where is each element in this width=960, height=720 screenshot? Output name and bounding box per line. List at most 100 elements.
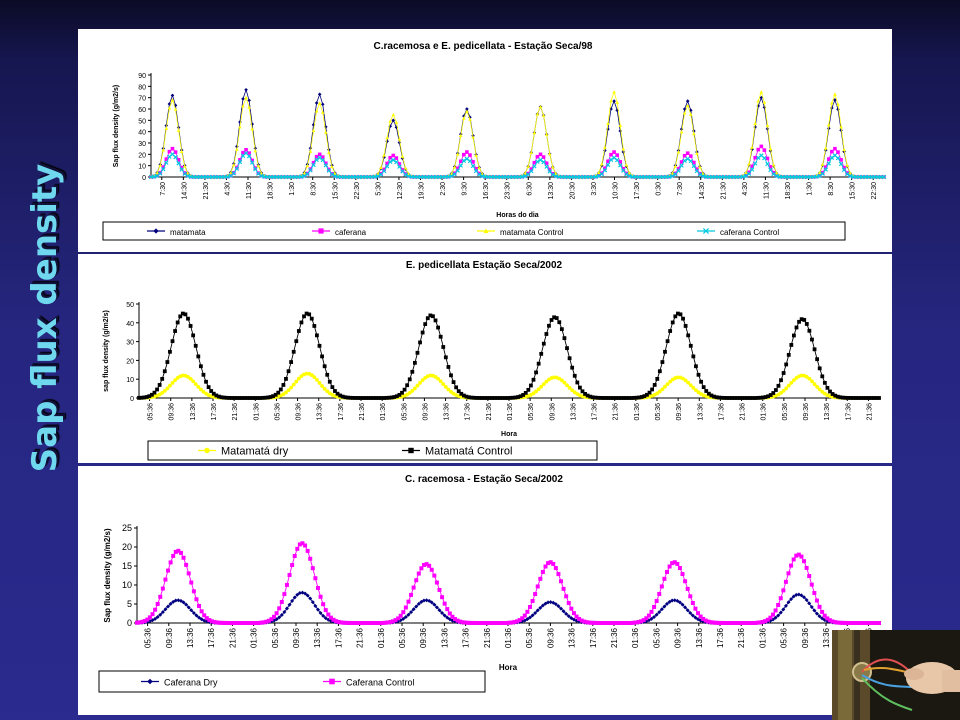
c2-data-point (317, 343, 322, 348)
c1-series-2 (149, 90, 886, 179)
c3-x-tick-label: 09:36 (546, 627, 555, 648)
c2-data-point (162, 388, 167, 393)
c2-data-point (312, 375, 317, 380)
c3-data-point (652, 604, 657, 609)
c2-data-point (206, 385, 211, 390)
c1-data-point (256, 164, 261, 168)
c1-data-point (241, 150, 245, 155)
c1-data-point (391, 157, 396, 163)
c1-data-point (694, 168, 700, 174)
c3-data-point (272, 614, 277, 619)
c3-data-point (434, 605, 439, 610)
c3-data-point (533, 611, 538, 616)
c1-x-tick-label: 12:30 (397, 182, 404, 200)
c2-data-point (781, 388, 786, 393)
c2-data-point (807, 376, 812, 381)
c3-data-point (675, 598, 680, 603)
c1-data-point (603, 145, 607, 149)
c3-data-point (530, 598, 535, 603)
c2-data-point (317, 381, 322, 385)
c2-data-point (817, 366, 822, 371)
c2-data-point (449, 373, 453, 378)
c2-data-point (309, 373, 314, 377)
c3-data-point (155, 601, 160, 606)
c2-data-point (418, 340, 422, 345)
c3-data-point (670, 598, 675, 603)
c1-data-point (627, 171, 632, 175)
c1-data-point (324, 130, 328, 134)
c2-data-point (315, 333, 319, 338)
c1-data-point (596, 173, 601, 179)
c2-x-tick-label: 17:36 (845, 403, 852, 421)
c2-data-point (168, 383, 172, 388)
c1-data-point (842, 147, 846, 152)
c2-data-point (541, 382, 546, 387)
c2-data-point (694, 388, 698, 393)
c3-data-point (295, 592, 300, 597)
c1-data-point (673, 172, 678, 177)
chart-panel-1998: C.racemosa e E. pedicellata - Estação Se… (78, 29, 892, 252)
c3-data-point (403, 614, 408, 619)
c3-data-point (646, 613, 651, 618)
c1-y-tick-label: 70 (138, 96, 146, 103)
c1-data-point (700, 173, 706, 179)
c3-data-point (181, 600, 186, 605)
c1-data-point (173, 154, 178, 160)
c3-y-tick-label: 15 (122, 561, 132, 571)
c1-data-point (682, 153, 687, 158)
c3-data-point (310, 566, 315, 571)
c3-data-point (414, 604, 419, 609)
c1-x-tick-label: 17:30 (634, 182, 641, 200)
c1-legend (102, 221, 846, 241)
c1-data-point (746, 171, 752, 176)
c2-data-point (291, 349, 296, 354)
c1-data-point (826, 157, 831, 161)
c1-data-point (538, 104, 543, 109)
c3-data-point (308, 596, 313, 601)
c1-data-point (698, 165, 702, 169)
c2-data-point (570, 365, 575, 370)
c1-data-point (462, 116, 466, 120)
c1-data-point (333, 171, 337, 175)
c1-data-point (522, 173, 528, 179)
c3-x-tick-label: 21:36 (483, 627, 492, 648)
c3-x-tick-label: 05:36 (780, 627, 789, 648)
c1-data-point (317, 101, 322, 105)
c1-data-point (397, 137, 402, 141)
c3-data-point (564, 594, 569, 599)
c2-x-tick-label: 05:36 (528, 403, 535, 421)
c3-data-point (160, 610, 165, 615)
c3-data-point (442, 601, 447, 606)
c3-data-point (313, 603, 318, 608)
c1-data-point (535, 112, 540, 116)
c1-data-point (833, 92, 837, 96)
c2-x-tick-label: 09:36 (676, 403, 683, 421)
c2-data-point (278, 387, 283, 392)
c1-data-point (523, 171, 527, 175)
c3-data-point (414, 578, 419, 583)
c3-data-point (786, 571, 791, 576)
c3-data-point (292, 554, 297, 559)
c2-data-point (193, 343, 198, 348)
c2-data-point (433, 374, 438, 379)
chart-panel-epedicellata-2002: E. pedicellata Estação Seca/2002 sap flux… (78, 254, 892, 463)
c1-series-0 (149, 87, 886, 179)
c2-x-tick-label: 13:36 (570, 403, 577, 421)
c3-data-point (522, 618, 527, 623)
c1-data-point (621, 168, 626, 173)
c2-data-point (160, 376, 165, 381)
c3-y-tick-label: 25 (122, 523, 132, 533)
c2-x-tick-label: 09:36 (422, 403, 429, 421)
c1-data-point (688, 112, 693, 116)
c1-data-point (750, 145, 754, 149)
c2-data-point (441, 345, 446, 349)
c2-x-tick-label: 21:36 (613, 403, 620, 421)
c3-data-point (814, 611, 819, 616)
c3-data-point (429, 567, 434, 572)
c2-data-point (575, 380, 580, 385)
c1-data-point (550, 165, 555, 169)
c1-data-point (774, 171, 779, 175)
c3-data-point (396, 619, 401, 624)
c3-data-point (794, 592, 799, 597)
c1-data-point (836, 102, 840, 106)
